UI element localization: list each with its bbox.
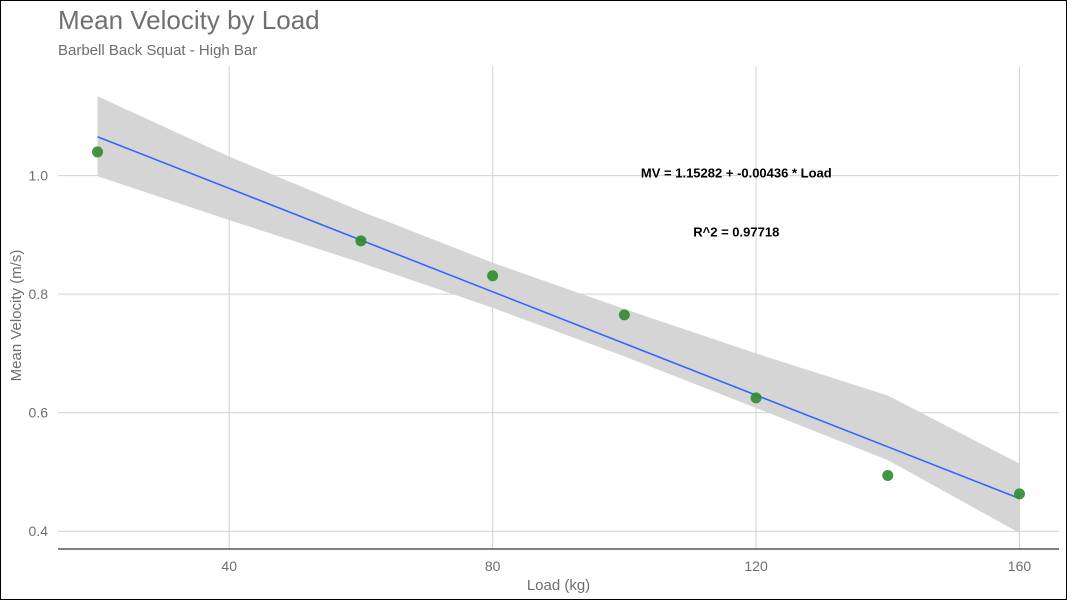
data-point bbox=[92, 146, 104, 158]
chart-title: Mean Velocity by Load bbox=[58, 5, 320, 35]
y-tick-label: 0.6 bbox=[29, 405, 49, 421]
chart-subtitle: Barbell Back Squat - High Bar bbox=[58, 42, 258, 59]
data-point bbox=[355, 235, 367, 247]
confidence-band bbox=[97, 96, 1020, 533]
x-axis-title: Load (kg) bbox=[527, 577, 590, 594]
y-axis-title: Mean Velocity (m/s) bbox=[8, 250, 25, 382]
data-point bbox=[1013, 488, 1025, 500]
equation-annotation: MV = 1.15282 + -0.00436 * Load bbox=[641, 165, 832, 180]
x-tick-label: 40 bbox=[221, 558, 237, 574]
x-tick-label: 160 bbox=[1008, 558, 1032, 574]
data-point bbox=[750, 392, 762, 404]
y-tick-label: 0.4 bbox=[29, 523, 49, 539]
data-point bbox=[882, 470, 894, 482]
equation-annotation: R^2 = 0.97718 bbox=[693, 225, 779, 240]
x-tick-label: 120 bbox=[744, 558, 768, 574]
y-tick-label: 0.8 bbox=[29, 286, 49, 302]
y-tick-label: 1.0 bbox=[29, 168, 49, 184]
x-tick-label: 80 bbox=[485, 558, 501, 574]
data-point bbox=[487, 270, 499, 282]
regression-line bbox=[97, 136, 1020, 500]
data-point bbox=[618, 309, 630, 321]
